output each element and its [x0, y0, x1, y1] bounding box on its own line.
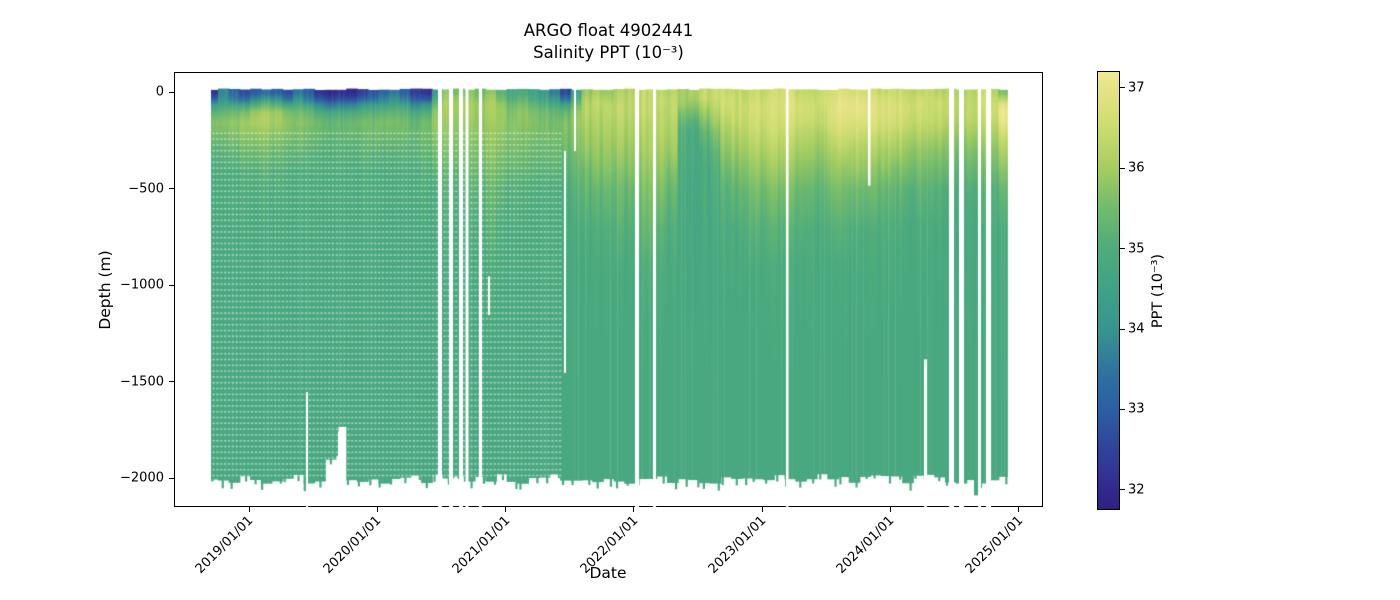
x-tick-mark — [1018, 507, 1020, 512]
x-tick-label: 2019/01/01 — [192, 513, 257, 577]
colorbar-tick-label: 32 — [1128, 482, 1145, 498]
colorbar-tick-mark — [1120, 87, 1125, 89]
y-tick-mark — [169, 381, 174, 382]
colorbar-tick-mark — [1120, 328, 1125, 330]
x-tick-label: 2025/01/01 — [962, 513, 1027, 577]
colorbar-tick-label: 34 — [1128, 321, 1145, 337]
x-tick-mark — [761, 507, 763, 512]
x-tick-label: 2021/01/01 — [449, 513, 513, 577]
y-tick-mark — [169, 188, 174, 189]
y-tick-label: 0 — [155, 84, 164, 100]
colorbar-tick-label: 37 — [1128, 80, 1145, 96]
heatmap-canvas — [175, 73, 1044, 508]
colorbar-tick-mark — [1120, 167, 1125, 169]
title-block: ARGO float 4902441 Salinity PPT (10⁻³) — [174, 20, 1043, 65]
x-tick-label: 2023/01/01 — [705, 513, 770, 577]
x-tick-mark — [376, 507, 378, 512]
colorbar-tick-mark — [1120, 408, 1125, 410]
x-tick-mark — [505, 507, 507, 512]
y-tick-label: −500 — [128, 181, 164, 196]
y-tick-label: −1000 — [120, 277, 164, 293]
plot-area — [174, 72, 1044, 508]
colorbar — [1097, 71, 1120, 510]
x-tick-mark — [889, 507, 891, 512]
y-tick-mark — [169, 91, 174, 93]
x-tick-mark — [633, 507, 635, 512]
colorbar-tick-mark — [1120, 248, 1125, 250]
y-tick-label: −2000 — [120, 470, 164, 486]
colorbar-tick-label: 36 — [1128, 160, 1145, 176]
x-tick-label: 2020/01/01 — [321, 513, 385, 577]
y-tick-mark — [169, 477, 174, 479]
chart-subtitle: Salinity PPT (10⁻³) — [533, 43, 684, 63]
colorbar-gradient — [1098, 72, 1119, 509]
colorbar-tick-mark — [1120, 489, 1125, 491]
y-tick-mark — [169, 284, 174, 286]
x-axis-label: Date — [589, 564, 627, 582]
chart-title: ARGO float 4902441 — [523, 21, 694, 40]
x-tick-label: 2022/01/01 — [577, 513, 642, 577]
colorbar-tick-label: 35 — [1128, 241, 1145, 257]
y-tick-label: −1500 — [120, 374, 164, 389]
x-tick-label: 2024/01/01 — [834, 513, 898, 577]
colorbar-label: PPT (10⁻³) — [1150, 253, 1166, 329]
x-tick-mark — [248, 507, 250, 512]
colorbar-tick-label: 33 — [1128, 401, 1145, 417]
